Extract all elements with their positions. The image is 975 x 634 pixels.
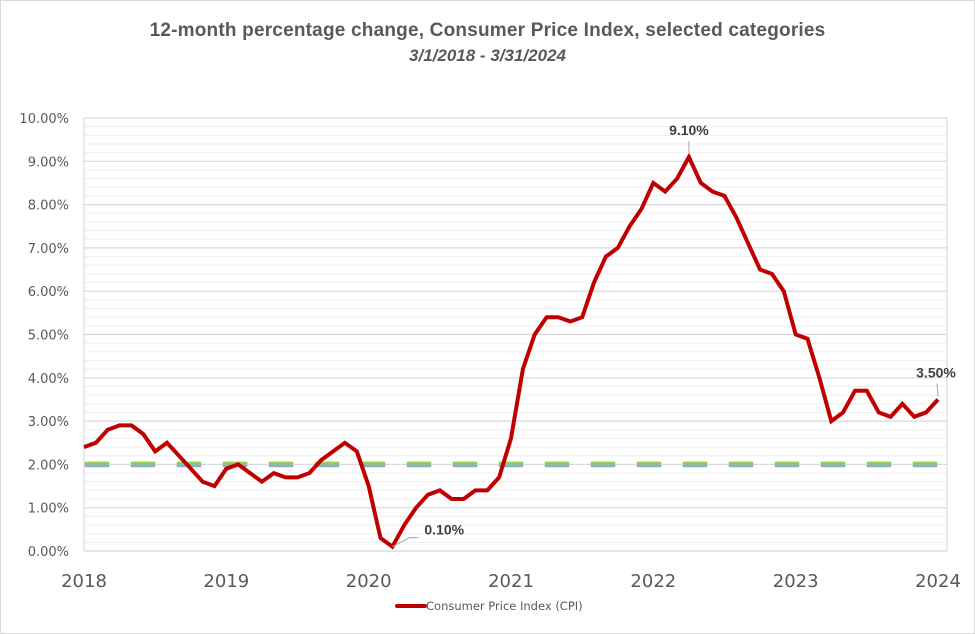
- y-axis-ticks: 0.00% 1.00% 2.00% 3.00% 4.00% 5.00% 6.00% 7.00%…: [19, 112, 69, 560]
- chart-title: 12-month percentage change, Consumer Pri…: [149, 20, 826, 41]
- legend-label-cpi: Consumer Price Index (CPI): [426, 599, 583, 613]
- x-tick-label: 2021: [488, 571, 534, 592]
- x-tick-label: 2022: [630, 571, 676, 592]
- x-tick-label: 2023: [773, 571, 819, 592]
- y-tick-label: 3.00%: [28, 415, 69, 430]
- y-tick-label: 7.00%: [28, 242, 69, 257]
- cpi-series: [83, 152, 940, 550]
- y-tick-label: 2.00%: [28, 458, 69, 473]
- chart-subtitle: 3/1/2018 - 3/31/2024: [409, 46, 566, 65]
- y-tick-label: 8.00%: [28, 199, 69, 214]
- target-line-2pct: [84, 461, 940, 468]
- gridlines: [83, 117, 948, 552]
- y-tick-label: 6.00%: [28, 285, 69, 300]
- x-tick-label: 2019: [203, 571, 249, 592]
- data-label: 3.50%: [916, 364, 956, 380]
- x-tick-label: 2024: [915, 571, 961, 592]
- y-tick-label: 4.00%: [28, 372, 69, 387]
- x-axis-ticks: 2018 2019 2020 2021 2022 2023 2024: [61, 571, 961, 592]
- leader-line: [936, 383, 939, 397]
- leader-line: [392, 537, 419, 548]
- y-tick-label: 10.00%: [19, 112, 69, 127]
- x-tick-label: 2018: [61, 571, 107, 592]
- x-tick-label: 2020: [346, 571, 392, 592]
- y-tick-label: 5.00%: [28, 329, 69, 344]
- legend: Consumer Price Index (CPI): [395, 599, 583, 613]
- y-tick-label: 1.00%: [28, 502, 69, 517]
- y-tick-label: 9.00%: [28, 155, 69, 170]
- data-label: 0.10%: [424, 522, 464, 538]
- data-label: 9.10%: [669, 122, 709, 138]
- data-labels: 9.10% 0.10% 3.50%: [392, 122, 956, 548]
- y-tick-label: 0.00%: [28, 545, 69, 560]
